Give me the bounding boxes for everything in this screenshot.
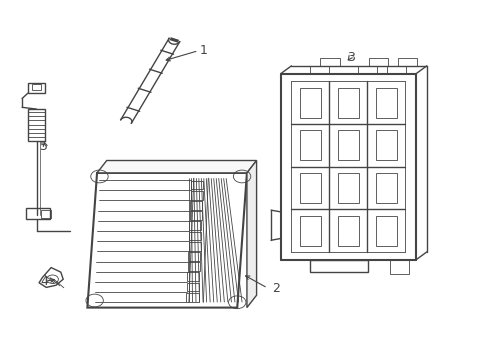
Bar [187, 273, 199, 281]
Polygon shape [39, 267, 63, 287]
Text: 1: 1 [199, 44, 207, 57]
Bar [397, 58, 416, 66]
Text: 4: 4 [40, 275, 48, 288]
Bar [337, 130, 358, 160]
Bar [190, 181, 203, 189]
Bar [41, 210, 51, 217]
Bar [300, 173, 320, 203]
Text: 3: 3 [346, 51, 354, 64]
Bar [320, 58, 339, 66]
Bar [190, 201, 202, 210]
Bar [368, 58, 387, 66]
Bar [386, 66, 406, 74]
Bar [190, 191, 202, 200]
Bar [337, 216, 358, 246]
Bar [188, 232, 201, 240]
Bar [189, 221, 201, 230]
Bar [187, 262, 200, 271]
Bar [32, 84, 41, 90]
Bar [375, 173, 396, 203]
Bar [189, 211, 202, 220]
Bar [28, 83, 45, 93]
Text: 5: 5 [40, 140, 48, 153]
Polygon shape [97, 161, 256, 173]
Bar [375, 130, 396, 160]
Bar [337, 173, 358, 203]
Bar [188, 252, 200, 261]
Bar [300, 216, 320, 246]
Bar [375, 216, 396, 246]
Bar [300, 130, 320, 160]
Bar [28, 109, 45, 141]
Text: 2: 2 [271, 282, 279, 294]
Bar [357, 66, 377, 74]
Bar [309, 260, 367, 272]
Bar [337, 88, 358, 118]
Bar [26, 208, 50, 219]
Bar [186, 283, 199, 291]
Polygon shape [246, 161, 256, 307]
Bar [186, 293, 198, 302]
Bar [188, 242, 200, 251]
Bar [300, 88, 320, 118]
Bar [375, 88, 396, 118]
Bar [389, 260, 408, 274]
Bar [309, 66, 328, 74]
Polygon shape [87, 173, 246, 307]
